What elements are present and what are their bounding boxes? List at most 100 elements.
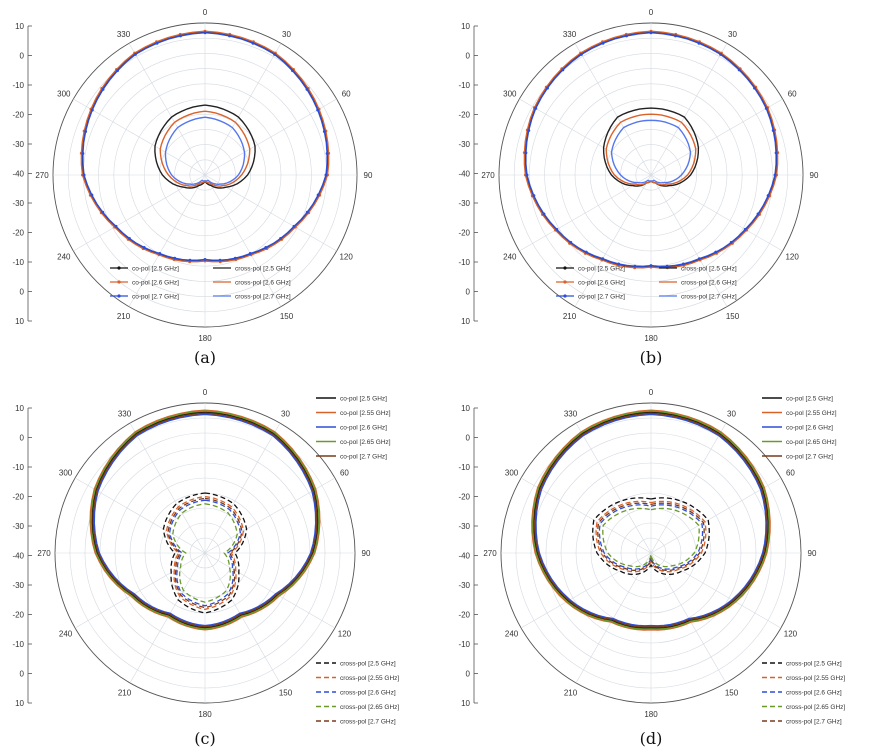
series-marker bbox=[579, 52, 583, 56]
polar-spoke bbox=[204, 422, 281, 554]
radial-tick-label: -30 bbox=[458, 522, 470, 531]
radial-tick-label: -40 bbox=[458, 170, 470, 179]
legend-label: co-pol [2.65 GHz] bbox=[340, 439, 391, 446]
series-marker bbox=[305, 210, 309, 214]
legend-label: co-pol [2.6 GHz] bbox=[132, 280, 179, 287]
angle-tick-label: 270 bbox=[37, 549, 51, 558]
panel-label-b: (b) bbox=[640, 348, 663, 367]
radial-tick-label: -30 bbox=[458, 581, 470, 590]
series-line bbox=[532, 411, 770, 629]
radial-tick-label: 0 bbox=[466, 670, 471, 679]
angle-tick-label: 300 bbox=[505, 469, 519, 478]
polar-spoke bbox=[129, 422, 206, 554]
series-marker bbox=[264, 246, 268, 250]
series-line bbox=[597, 502, 705, 572]
series-marker bbox=[127, 236, 131, 240]
polar-spoke bbox=[204, 552, 336, 629]
polar-spoke bbox=[575, 422, 652, 554]
legend-label: co-pol [2.5 GHz] bbox=[340, 396, 387, 403]
series-marker bbox=[601, 257, 605, 261]
series-marker bbox=[218, 258, 222, 262]
polar-spoke bbox=[650, 174, 728, 307]
angle-tick-label: 150 bbox=[726, 312, 740, 321]
radial-tick-label: -20 bbox=[12, 493, 24, 502]
legend-label: co-pol [2.7 GHz] bbox=[132, 294, 179, 301]
series-marker bbox=[273, 52, 277, 56]
series-marker bbox=[569, 240, 573, 244]
series-marker bbox=[90, 108, 94, 112]
radial-tick-label: -30 bbox=[12, 581, 24, 590]
angle-tick-label: 330 bbox=[117, 30, 131, 39]
series-marker bbox=[84, 130, 88, 134]
radial-tick-label: -20 bbox=[458, 611, 470, 620]
radial-tick-label: -20 bbox=[458, 229, 470, 238]
legend-label: cross-pol [2.7 GHz] bbox=[235, 294, 291, 301]
legend-label: co-pol [2.7 GHz] bbox=[578, 294, 625, 301]
series-marker bbox=[173, 256, 177, 260]
angle-tick-label: 210 bbox=[564, 688, 578, 697]
polar-spoke bbox=[204, 174, 282, 307]
radial-tick-label: -10 bbox=[12, 463, 24, 472]
series-line bbox=[535, 413, 767, 627]
series-line bbox=[592, 497, 710, 576]
series-marker bbox=[203, 31, 207, 35]
legend-label: co-pol [2.5 GHz] bbox=[132, 266, 179, 273]
angle-tick-label: 300 bbox=[59, 469, 73, 478]
series-marker bbox=[561, 68, 565, 72]
series-marker bbox=[81, 151, 85, 155]
series-marker bbox=[649, 31, 653, 35]
polar-spoke bbox=[128, 43, 206, 176]
series-marker bbox=[737, 68, 741, 72]
polar-spoke bbox=[650, 174, 783, 252]
radial-tick-label: -10 bbox=[12, 640, 24, 649]
angle-tick-label: 120 bbox=[338, 630, 352, 639]
legend-marker bbox=[563, 294, 567, 298]
angle-tick-label: 150 bbox=[279, 688, 293, 697]
radial-tick-label: 10 bbox=[15, 699, 24, 708]
series-line bbox=[172, 503, 238, 603]
series-marker bbox=[305, 87, 309, 91]
series-marker bbox=[774, 151, 778, 155]
radial-tick-label: 10 bbox=[15, 22, 24, 31]
legend-label: cross-pol [2.6 GHz] bbox=[235, 280, 291, 287]
series-marker bbox=[325, 151, 329, 155]
radial-tick-label: 10 bbox=[461, 317, 470, 326]
radial-tick-label: -40 bbox=[12, 170, 24, 179]
angle-tick-label: 0 bbox=[649, 8, 654, 17]
legend-label: co-pol [2.5 GHz] bbox=[786, 396, 833, 403]
angle-tick-label: 0 bbox=[203, 8, 208, 17]
angle-tick-label: 150 bbox=[280, 312, 294, 321]
radial-tick-label: 10 bbox=[15, 404, 24, 413]
series-line bbox=[89, 409, 321, 631]
angle-tick-label: 180 bbox=[644, 334, 658, 343]
legend-label: cross-pol [2.7 GHz] bbox=[340, 719, 396, 726]
polar-spoke bbox=[204, 43, 282, 176]
series-marker bbox=[697, 41, 701, 45]
legend-label: cross-pol [2.6 GHz] bbox=[681, 280, 737, 287]
radial-tick-label: -20 bbox=[12, 229, 24, 238]
series-marker bbox=[82, 173, 86, 177]
polar-spoke bbox=[129, 552, 206, 684]
series-line bbox=[162, 492, 248, 614]
legend-label: cross-pol [2.5 GHz] bbox=[786, 661, 842, 668]
legend-label: cross-pol [2.55 GHz] bbox=[340, 675, 399, 682]
polar-chart-d: 0 30 60 90 120 150 180 210 240 270 300 330 10 0 -10 -20… bbox=[458, 388, 845, 726]
series-marker bbox=[729, 240, 733, 244]
angle-tick-label: 300 bbox=[503, 90, 517, 99]
series-marker bbox=[525, 173, 529, 177]
series-marker bbox=[764, 106, 768, 110]
series-marker bbox=[203, 258, 207, 262]
series-line bbox=[90, 410, 320, 630]
angle-tick-label: 210 bbox=[563, 312, 577, 321]
legend-label: co-pol [2.55 GHz] bbox=[786, 410, 837, 417]
legend-marker bbox=[117, 280, 121, 284]
legend-label: cross-pol [2.7 GHz] bbox=[786, 719, 842, 726]
series-marker bbox=[188, 258, 192, 262]
legend-label: cross-pol [2.5 GHz] bbox=[681, 266, 737, 273]
legend-marker bbox=[563, 280, 567, 284]
legend-label: co-pol [2.5 GHz] bbox=[578, 266, 625, 273]
series-line bbox=[93, 413, 317, 627]
legend-label: co-pol [2.6 GHz] bbox=[786, 425, 833, 432]
angle-tick-label: 240 bbox=[503, 253, 517, 262]
series-marker bbox=[142, 246, 146, 250]
